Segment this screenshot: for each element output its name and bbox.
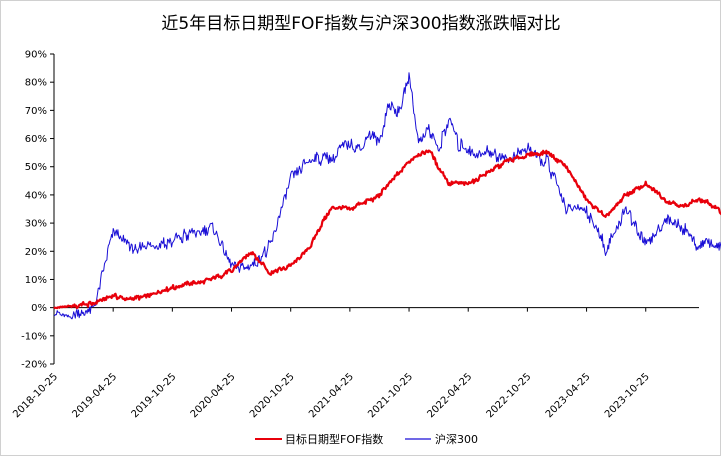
x-tick-label: 2019-04-25 [70,371,119,420]
x-tick-label: 2023-04-25 [544,371,593,420]
y-tick-label: 10% [25,275,47,286]
x-tick-label: 2020-10-25 [248,371,297,420]
legend: 目标日期型FOF指数 沪深300 [255,432,478,446]
x-tick-label: 2018-10-25 [11,371,60,420]
x-tick-label: 2019-10-25 [130,371,179,420]
plot-area [53,72,721,320]
series-line-hs300 [53,72,721,320]
legend-label-fof: 目标日期型FOF指数 [285,432,383,446]
x-tick-label: 2021-04-25 [307,371,356,420]
y-tick-label: 60% [25,134,47,145]
y-axis: 90% 80% 70% 60% 50% 40% 30% 20% 10% 0% -10% -20% [21,50,55,371]
x-axis: 2018-10-25 2019-04-25 2019-10-25 2020-04-25… [11,307,699,420]
y-tick-label: -10% [21,331,47,342]
y-tick-label: 70% [25,106,47,117]
x-tick-label: 2021-10-25 [366,371,415,420]
y-tick-label: -20% [21,360,47,371]
x-tick-label: 2022-04-25 [425,371,474,420]
x-tick-label: 2020-04-25 [189,371,238,420]
y-tick-label: 80% [25,78,47,89]
y-tick-label: 30% [25,219,47,230]
legend-label-hs300: 沪深300 [435,432,478,446]
y-tick-label: 50% [25,162,47,173]
series-line-fof [53,149,721,310]
y-tick-label: 90% [25,50,47,61]
x-tick-label: 2022-10-25 [485,371,534,420]
chart-title: 近5年目标日期型FOF指数与沪深300指数涨跌幅对比 [161,14,560,34]
y-tick-label: 40% [25,190,47,201]
x-tick-label: 2023-10-25 [603,371,652,420]
y-tick-label: 0% [31,303,47,314]
y-tick-label: 20% [25,247,47,258]
